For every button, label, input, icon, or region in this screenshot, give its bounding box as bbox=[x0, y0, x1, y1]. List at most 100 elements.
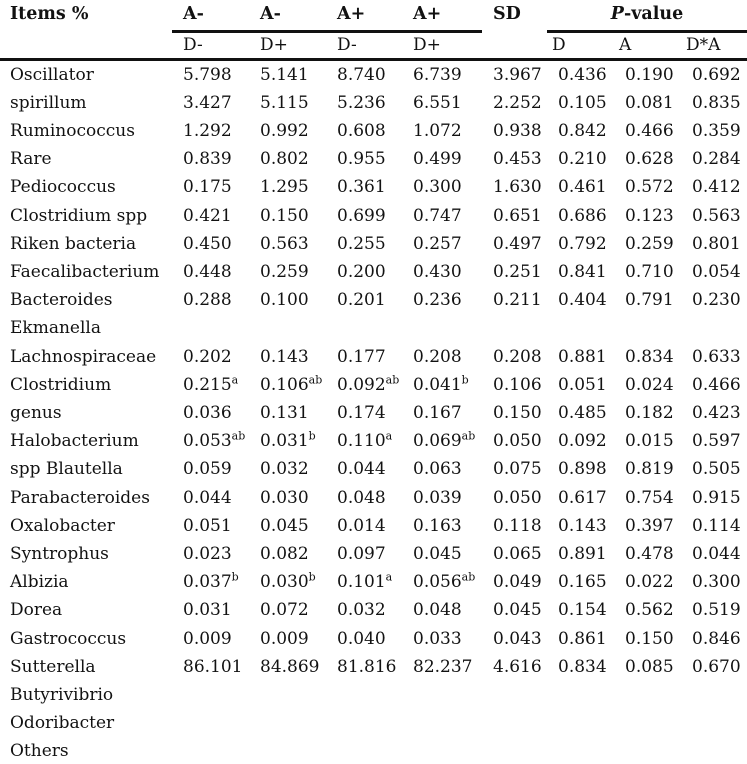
value-cell: 0.143 bbox=[558, 515, 607, 536]
value-cell bbox=[681, 737, 747, 764]
row-label: Oxalobacter bbox=[10, 515, 115, 536]
value-cell: 0.628 bbox=[625, 149, 674, 170]
value-cell: 0.063 bbox=[413, 459, 462, 480]
significance-superscript: b bbox=[461, 373, 469, 387]
value-cell: 0.072 bbox=[260, 600, 309, 621]
value-cell: 0.259 bbox=[260, 261, 309, 282]
table-row: Bacteroides 0.288 0.100 0.201 0.236 0.211 0.40… bbox=[0, 286, 747, 314]
row-label: Albizia bbox=[10, 572, 69, 593]
value-cell bbox=[326, 709, 402, 737]
value-cell: 0.097 bbox=[337, 543, 386, 564]
value-cell: 0.023 bbox=[183, 543, 232, 564]
value-cell: 0.045 bbox=[413, 543, 462, 564]
value-cell: 0.040 bbox=[337, 628, 386, 649]
value-cell: 0.202 bbox=[183, 346, 232, 367]
value-cell: 4.616 bbox=[493, 656, 542, 677]
significance-superscript: ab bbox=[461, 429, 476, 443]
table-row: Albizia 0.037b 0.030b 0.101a 0.056ab 0.049 0.1… bbox=[0, 568, 747, 596]
col-header-a-minus-2: A- bbox=[249, 0, 326, 33]
significance-superscript: b bbox=[308, 570, 316, 584]
value-cell: 0.563 bbox=[260, 233, 309, 254]
value-cell: 0.792 bbox=[558, 233, 607, 254]
table-header: Items % A- A- A+ A+ SD P-value D- D+ D- … bbox=[0, 0, 747, 59]
row-label: Gastrococcus bbox=[10, 628, 127, 649]
subcol-header-d-minus-2: D- bbox=[337, 35, 357, 55]
value-cell: 0.036 bbox=[183, 402, 232, 423]
value-cell: 0.839 bbox=[183, 149, 232, 170]
table-row: Gastrococcus 0.009 0.009 0.040 0.033 0.043 0.8… bbox=[0, 625, 747, 653]
table-row: Faecalibacterium 0.448 0.259 0.200 0.430 0.25… bbox=[0, 258, 747, 286]
value-cell: 0.236 bbox=[413, 290, 462, 311]
significance-superscript: ab bbox=[385, 373, 400, 387]
value-cell: 0.284 bbox=[692, 149, 741, 170]
row-label: Faecalibacterium bbox=[10, 261, 160, 282]
significance-superscript: ab bbox=[461, 570, 476, 584]
significance-superscript: a bbox=[385, 570, 393, 584]
value-cell: 0.037b bbox=[183, 570, 239, 593]
table-row: Halobacterium 0.053ab 0.031b 0.110a 0.069ab 0… bbox=[0, 427, 747, 455]
value-cell: 3.427 bbox=[183, 92, 232, 113]
significance-superscript: b bbox=[308, 429, 316, 443]
value-cell: 0.801 bbox=[692, 233, 741, 254]
value-cell: 0.846 bbox=[692, 628, 741, 649]
value-cell: 0.842 bbox=[558, 120, 607, 141]
value-cell: 0.049 bbox=[493, 572, 542, 593]
value-cell: 0.030b bbox=[260, 570, 316, 593]
value-cell: 0.163 bbox=[413, 515, 462, 536]
value-cell: 0.051 bbox=[558, 374, 607, 395]
value-cell: 0.041b bbox=[413, 373, 469, 395]
value-cell: 0.009 bbox=[260, 628, 309, 649]
value-cell bbox=[614, 681, 681, 709]
value-cell: 0.059 bbox=[183, 459, 232, 480]
value-cell: 0.165 bbox=[558, 572, 607, 593]
table-row: Ekmanella bbox=[0, 314, 747, 342]
value-cell: 0.898 bbox=[558, 459, 607, 480]
row-label: Butyrivibrio bbox=[10, 684, 114, 705]
value-cell: 0.044 bbox=[183, 487, 232, 508]
value-cell: 0.519 bbox=[692, 600, 741, 621]
value-cell: 0.208 bbox=[413, 346, 462, 367]
value-cell: 0.404 bbox=[558, 290, 607, 311]
row-label: Lachnospiraceae bbox=[10, 346, 157, 367]
value-cell: 0.065 bbox=[493, 543, 542, 564]
value-cell: 0.201 bbox=[337, 290, 386, 311]
value-cell: 0.651 bbox=[493, 205, 542, 226]
col-header-items: Items % bbox=[10, 4, 89, 24]
col-header-a-plus-2: A+ bbox=[402, 0, 482, 33]
table-row: spirillum 3.427 5.115 5.236 6.551 2.252 0.105 0… bbox=[0, 89, 747, 117]
table-row: spp Blautella 0.059 0.032 0.044 0.063 0.075 0.… bbox=[0, 455, 747, 483]
value-cell: 0.992 bbox=[260, 120, 309, 141]
value-cell bbox=[402, 681, 482, 709]
value-cell: 0.563 bbox=[692, 205, 741, 226]
value-cell: 0.259 bbox=[625, 233, 674, 254]
value-cell: 3.967 bbox=[493, 64, 542, 85]
value-cell bbox=[249, 314, 326, 342]
value-cell: 0.022 bbox=[625, 572, 674, 593]
value-cell: 0.014 bbox=[337, 515, 386, 536]
table-row: Rare 0.839 0.802 0.955 0.499 0.453 0.210 0.628 0… bbox=[0, 145, 747, 173]
value-cell: 0.143 bbox=[260, 346, 309, 367]
value-cell: 0.118 bbox=[493, 515, 542, 536]
value-cell bbox=[172, 314, 249, 342]
value-cell: 0.915 bbox=[692, 487, 741, 508]
value-cell: 81.816 bbox=[337, 656, 397, 677]
value-cell bbox=[614, 709, 681, 737]
value-cell: 0.215a bbox=[183, 373, 239, 395]
value-cell: 0.361 bbox=[337, 177, 386, 198]
value-cell: 0.044 bbox=[337, 459, 386, 480]
table-row: Parabacteroides 0.044 0.030 0.048 0.039 0.050… bbox=[0, 484, 747, 512]
value-cell bbox=[172, 709, 249, 737]
value-cell: 0.835 bbox=[692, 92, 741, 113]
table-row: genus 0.036 0.131 0.174 0.167 0.150 0.485 0.182… bbox=[0, 399, 747, 427]
value-cell bbox=[249, 681, 326, 709]
value-cell: 0.485 bbox=[558, 402, 607, 423]
value-cell: 0.497 bbox=[493, 233, 542, 254]
value-cell: 0.505 bbox=[692, 459, 741, 480]
value-cell: 0.050 bbox=[493, 487, 542, 508]
significance-superscript: a bbox=[385, 429, 393, 443]
row-label: Clostridium bbox=[10, 374, 112, 395]
value-cell: 0.150 bbox=[625, 628, 674, 649]
value-cell: 0.033 bbox=[413, 628, 462, 649]
value-cell: 2.252 bbox=[493, 92, 542, 113]
value-cell: 0.015 bbox=[625, 431, 674, 452]
